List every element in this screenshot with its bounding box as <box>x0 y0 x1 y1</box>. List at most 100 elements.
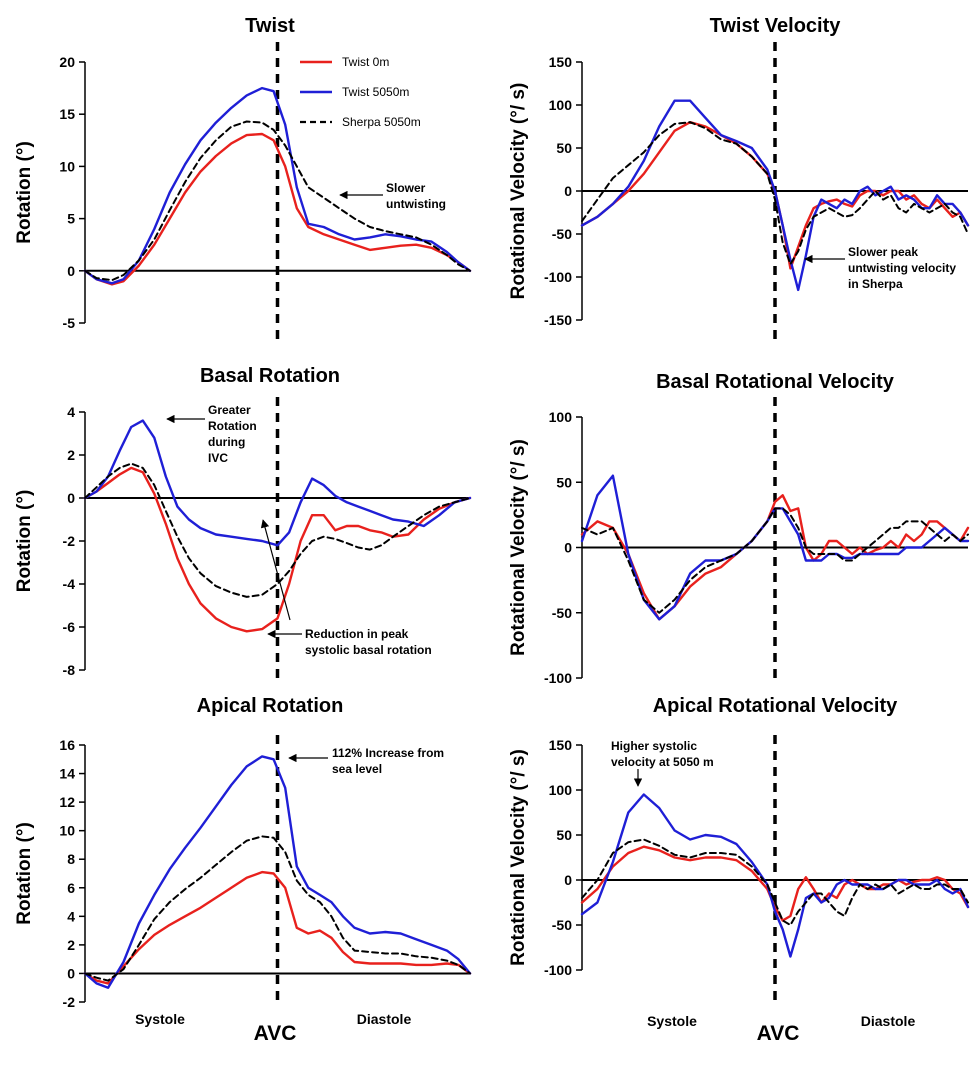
annotation-text: during <box>208 435 245 449</box>
y-tick-label: 14 <box>59 766 75 782</box>
series-line-twist-0m <box>83 132 472 286</box>
series-line-twist-0m <box>83 870 472 985</box>
chart-title: Apical Rotation <box>197 695 344 717</box>
chart-title: Basal Rotational Velocity <box>656 371 895 393</box>
y-axis-label: Rotational Velocity (°/ s) <box>508 83 529 300</box>
y-tick-label: -5 <box>63 315 76 331</box>
annotation-text: IVC <box>208 451 228 465</box>
series-line-twist-5050m <box>83 86 472 285</box>
y-tick-label: 2 <box>67 447 75 463</box>
y-tick-label: 100 <box>549 409 573 425</box>
series-line-twist-5050m <box>83 419 472 547</box>
y-tick-label: -150 <box>544 312 572 328</box>
annotation-text: untwisting velocity <box>848 261 956 275</box>
avc-label-left: AVC <box>254 1022 297 1045</box>
annotation-text: velocity at 5050 m <box>611 755 714 769</box>
y-tick-label: 12 <box>59 794 75 810</box>
y-tick-label: -100 <box>544 670 572 686</box>
y-axis-label: Rotation (°) <box>14 141 35 244</box>
y-tick-label: 4 <box>67 404 75 420</box>
phase-label: Diastole <box>357 1011 412 1027</box>
series-line-twist-5050m <box>580 793 970 958</box>
annotation-text: sea level <box>332 762 382 776</box>
legend-label-twist-5050m: Twist 5050m <box>342 85 409 99</box>
y-tick-label: -50 <box>552 917 572 933</box>
chart-panel-0: Twist Rotation (°) -5 0 5 10 15 20 Slower untwist… <box>14 15 472 346</box>
y-tick-label: -2 <box>63 533 76 549</box>
y-tick-label: 4 <box>67 908 75 924</box>
chart-title: Twist Velocity <box>710 15 842 37</box>
y-axis-label: Rotation (°) <box>14 822 35 925</box>
annotation-arrow <box>260 519 291 621</box>
series-line-sherpa-5050m <box>84 120 471 282</box>
y-tick-label: 5 <box>67 211 75 227</box>
annotation-text: Rotation <box>208 419 257 433</box>
avc-label-right: AVC <box>757 1022 800 1045</box>
y-tick-label: -50 <box>552 226 572 242</box>
y-tick-label: 0 <box>564 183 572 199</box>
series-line-sherpa-5050m <box>84 835 471 982</box>
y-tick-label: 100 <box>549 782 573 798</box>
series-line-twist-5050m <box>580 474 970 621</box>
chart-panel-2: Basal Rotation Rotation (°) -8 -6 -4 -2 0 2 4 Gre… <box>14 365 472 685</box>
y-tick-label: 50 <box>556 827 572 843</box>
series-line-sherpa-5050m <box>581 838 969 926</box>
legend: Twist 0m Twist 5050m Sherpa 5050m <box>300 55 421 129</box>
chart-panel-5: Apical Rotational Velocity Rotational Vel… <box>508 695 970 1029</box>
series-line-twist-5050m <box>83 755 472 989</box>
y-tick-label: 50 <box>556 474 572 490</box>
y-tick-label: -100 <box>544 962 572 978</box>
y-axis-label: Rotational Velocity (°/ s) <box>508 749 529 966</box>
annotation-text: untwisting <box>386 197 446 211</box>
series-line-twist-0m <box>580 121 970 270</box>
chart-title: Apical Rotational Velocity <box>653 695 898 717</box>
annotation-text: Higher systolic <box>611 739 697 753</box>
y-tick-label: 15 <box>59 106 75 122</box>
annotation-text: Slower peak <box>848 245 918 259</box>
series-line-sherpa-5050m <box>581 507 969 614</box>
y-tick-label: 10 <box>59 158 75 174</box>
y-tick-label: 0 <box>67 965 75 981</box>
annotation-text: Greater <box>208 403 251 417</box>
annotation-text: Slower <box>386 181 426 195</box>
series-line-sherpa-5050m <box>581 121 969 266</box>
y-axis-label: Rotational Velocity (°/ s) <box>508 439 529 656</box>
y-tick-label: 20 <box>59 54 75 70</box>
annotation-text: systolic basal rotation <box>305 643 432 657</box>
y-tick-label: 150 <box>549 737 573 753</box>
y-tick-label: 150 <box>549 54 573 70</box>
y-tick-label: -50 <box>552 605 572 621</box>
y-tick-label: 6 <box>67 880 75 896</box>
legend-label-sherpa-5050m: Sherpa 5050m <box>342 115 421 129</box>
phase-label: Diastole <box>861 1013 916 1029</box>
annotation-text: Reduction in peak <box>305 627 409 641</box>
y-tick-label: 0 <box>67 263 75 279</box>
y-tick-label: -8 <box>63 662 76 678</box>
y-tick-label: 0 <box>67 490 75 506</box>
series-line-sherpa-5050m <box>84 462 471 598</box>
y-tick-label: 16 <box>59 737 75 753</box>
chart-panel-4: Apical Rotation Rotation (°) -2 0 2 4 6 8 10 12 14… <box>14 695 472 1027</box>
y-axis-label: Rotation (°) <box>14 490 35 593</box>
annotation-text: in Sherpa <box>848 277 903 291</box>
annotation-text: 112% Increase from <box>332 746 444 760</box>
y-tick-label: 0 <box>564 540 572 556</box>
series-line-twist-5050m <box>580 99 970 292</box>
phase-label: Systole <box>647 1013 697 1029</box>
y-tick-label: -4 <box>63 576 76 592</box>
y-tick-label: -100 <box>544 269 572 285</box>
chart-panel-1: Twist Velocity Rotational Velocity (°/ s)… <box>508 15 970 346</box>
chart-panel-3: Basal Rotational Velocity Rotational Velo… <box>508 371 970 686</box>
y-tick-label: -2 <box>63 994 76 1010</box>
y-tick-label: -6 <box>63 619 76 635</box>
y-tick-label: 2 <box>67 937 75 953</box>
phase-label: Systole <box>135 1011 185 1027</box>
y-tick-label: 50 <box>556 140 572 156</box>
chart-title: Twist <box>245 15 295 37</box>
legend-label-twist-0m: Twist 0m <box>342 55 389 69</box>
y-tick-label: 100 <box>549 97 573 113</box>
chart-title: Basal Rotation <box>200 365 340 387</box>
y-tick-label: 8 <box>67 851 75 867</box>
